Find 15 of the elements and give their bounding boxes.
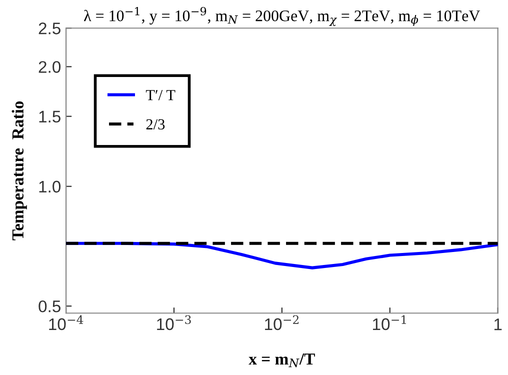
x-tick-label: 1: [494, 318, 502, 330]
legend-label: T′/ T: [146, 90, 176, 100]
x-axis-title: x = m$_{N}$/T: [248, 354, 315, 368]
x-tick-label: 10$^{−4}$: [49, 315, 84, 330]
legend-label: 2/3: [146, 119, 165, 130]
x-tick-label: 10$^{−3}$: [157, 315, 191, 330]
y-tick-label: 0.5: [38, 300, 60, 312]
y-tick-label: 1.5: [39, 110, 60, 123]
y-tick-label: 1.0: [39, 180, 61, 193]
y-axis-title: Temperature Ratio: [12, 101, 27, 240]
x-tick-label: 10$^{−2}$: [265, 315, 299, 330]
y-tick-label: 2.0: [38, 61, 61, 73]
y-tick-label: 2.5: [38, 22, 60, 34]
chart-title: λ = 10$^{−1}$, y = 10$^{−9}$, m$_{N}$ = 200GeV, m$_{χ}$ = 2TeV, m$_{ϕ}$ = 10TeV: [84, 6, 480, 26]
x-tick-label: 10$^{−1}$: [372, 315, 406, 330]
